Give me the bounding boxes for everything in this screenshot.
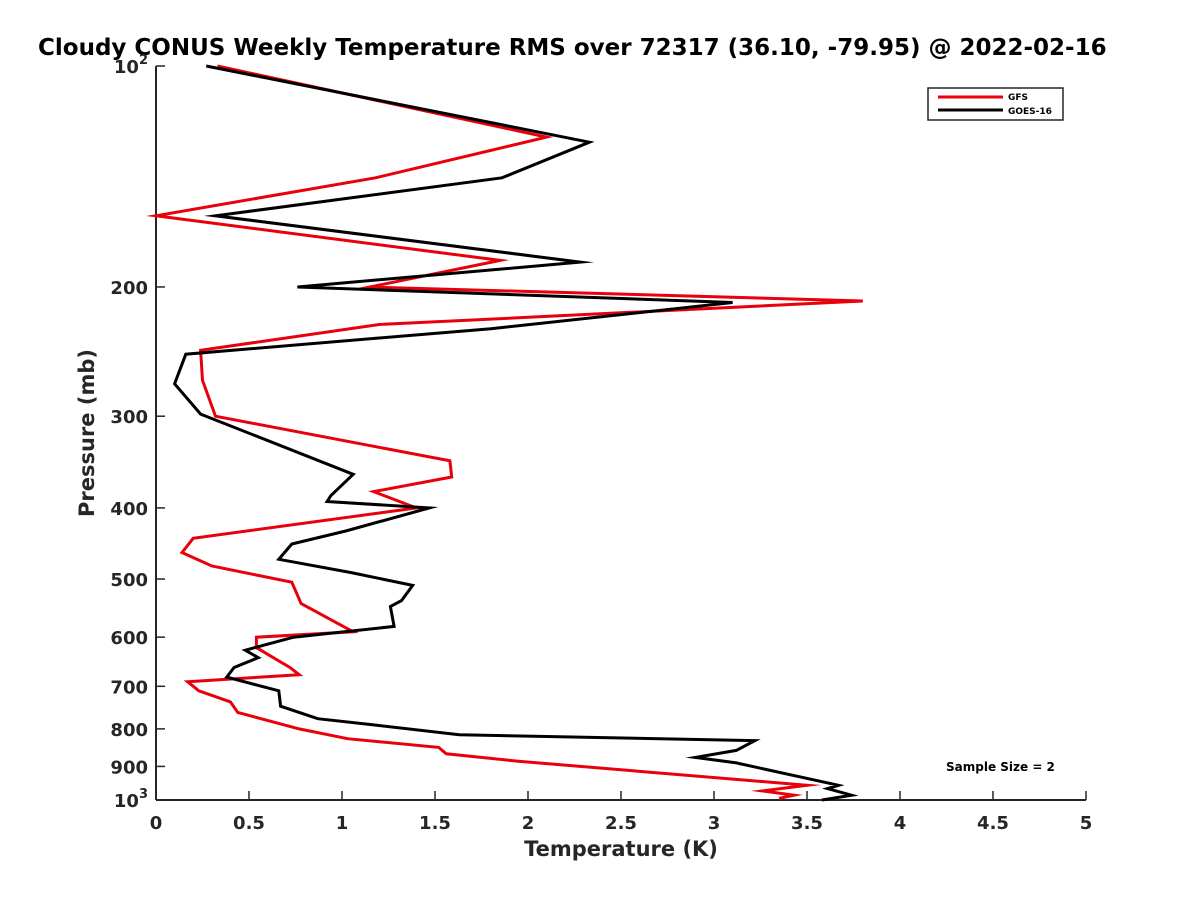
sample-size-annotation: Sample Size = 2 xyxy=(946,760,1055,774)
x-tick-label: 3 xyxy=(708,813,721,834)
x-tick-label: 1.5 xyxy=(419,813,451,834)
chart-title: Cloudy CONUS Weekly Temperature RMS over… xyxy=(38,35,1107,61)
y-tick-label: 900 xyxy=(110,757,148,778)
x-tick-label: 1 xyxy=(336,813,349,834)
legend-label-goes16: GOES-16 xyxy=(1008,107,1052,117)
y-tick-label: 600 xyxy=(110,628,148,649)
x-tick-label: 5 xyxy=(1080,813,1093,834)
x-tick-label: 3.5 xyxy=(791,813,823,834)
legend: GFS GOES-16 xyxy=(927,87,1064,121)
x-tick-label: 2 xyxy=(522,813,535,834)
y-tick-label: 400 xyxy=(110,499,148,520)
y-tick-label: 103 xyxy=(114,787,148,812)
y-tick-label: 200 xyxy=(110,278,148,299)
x-axis-ticks: 0 0.5 1 1.5 2 2.5 3 3.5 4 4.5 5 xyxy=(150,791,1093,834)
legend-box xyxy=(927,87,1064,121)
y-axis-ticks: 102 200 300 400 500 600 700 800 900 103 xyxy=(110,53,165,812)
y-axis-label: Pressure (mb) xyxy=(75,349,99,517)
x-tick-label: 0.5 xyxy=(233,813,265,834)
series-layer xyxy=(145,64,863,802)
series-line-gfs xyxy=(145,64,863,800)
y-tick-label: 102 xyxy=(114,53,148,78)
y-tick-label: 300 xyxy=(110,407,148,428)
plot-axes xyxy=(155,66,1086,801)
x-tick-label: 4 xyxy=(894,813,907,834)
y-tick-label: 800 xyxy=(110,720,148,741)
legend-label-gfs: GFS xyxy=(1008,93,1028,103)
x-tick-label: 0 xyxy=(150,813,163,834)
x-tick-label: 2.5 xyxy=(605,813,637,834)
series-line-goes16 xyxy=(172,64,859,802)
x-axis-label: Temperature (K) xyxy=(524,837,718,861)
y-tick-label: 700 xyxy=(110,677,148,698)
x-tick-label: 4.5 xyxy=(977,813,1009,834)
y-tick-label: 500 xyxy=(110,570,148,591)
